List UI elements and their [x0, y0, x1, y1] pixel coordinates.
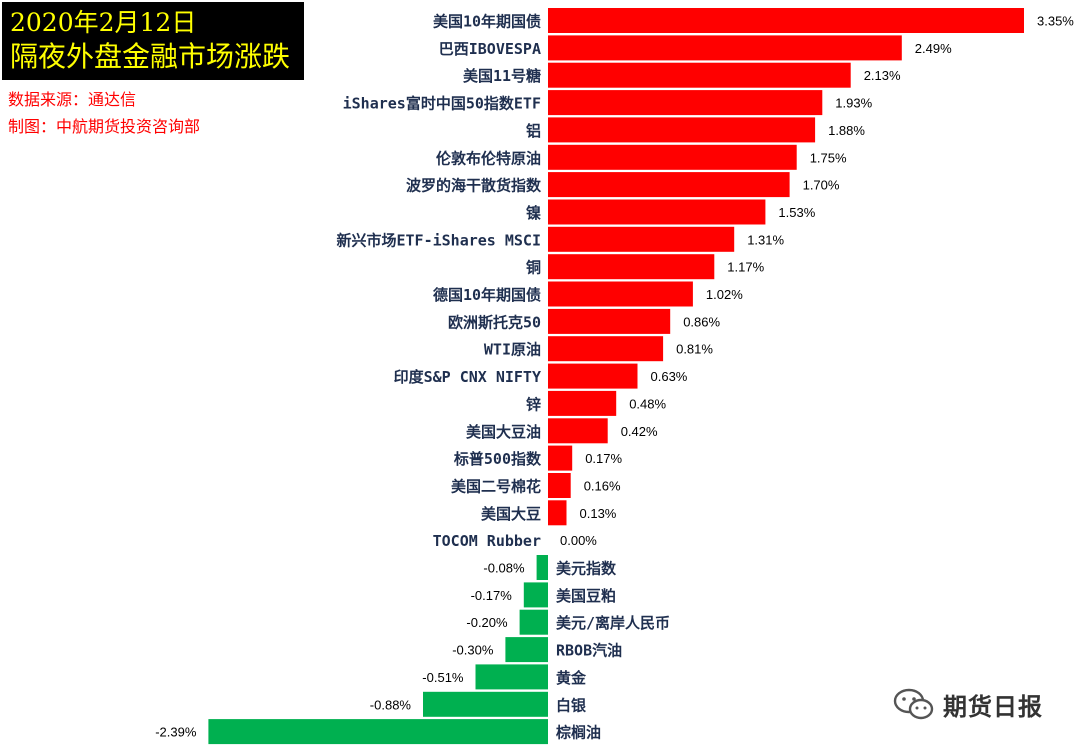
bar — [475, 664, 548, 690]
data-label: 1.17% — [727, 260, 764, 275]
data-label: -0.51% — [422, 670, 464, 685]
category-label: 美国10年期国债 — [433, 13, 541, 31]
data-label: 0.86% — [683, 314, 720, 329]
data-label: 0.48% — [629, 396, 666, 411]
category-label: 锌 — [526, 395, 541, 413]
category-label: iShares富时中国50指数ETF — [343, 95, 541, 113]
bar — [548, 172, 790, 198]
category-label: 波罗的海干散货指数 — [406, 177, 542, 195]
data-label: -0.30% — [452, 643, 494, 658]
category-label: 印度S&P CNX NIFTY — [394, 368, 541, 386]
bar — [548, 473, 571, 498]
category-label: 棕榈油 — [556, 724, 601, 742]
category-label: 美国大豆 — [481, 505, 541, 523]
data-source: 数据来源：通达信 — [8, 90, 137, 109]
category-label: 巴西IBOVESPA — [439, 40, 541, 58]
wechat-icon — [893, 688, 934, 720]
bar — [548, 336, 664, 362]
data-label: 1.93% — [835, 96, 872, 111]
data-label: 2.49% — [915, 41, 952, 56]
category-label: 美国二号棉花 — [451, 478, 541, 496]
data-label: 0.17% — [585, 451, 622, 466]
data-label: 0.13% — [580, 506, 617, 521]
category-label: 美元/离岸人民币 — [556, 614, 670, 632]
data-label: 1.02% — [706, 287, 743, 302]
data-label: -0.08% — [483, 561, 525, 576]
category-label: 白银 — [556, 696, 587, 714]
data-label: -2.39% — [155, 725, 197, 740]
category-label: 黄金 — [556, 669, 587, 687]
bar — [548, 390, 617, 416]
data-label: -0.88% — [370, 697, 412, 712]
category-label: 欧洲斯托克50 — [448, 313, 541, 331]
bar — [548, 90, 823, 116]
bar — [519, 609, 548, 635]
bar — [536, 555, 548, 580]
category-label: 铜 — [526, 259, 541, 277]
category-label: 美元指数 — [556, 560, 617, 578]
category-label: 新兴市场ETF-iShares MSCI — [337, 231, 542, 249]
title-box: 2020年2月12日 隔夜外盘金融市场涨跌 — [2, 2, 304, 80]
chart-maker: 制图：中航期货投资咨询部 — [8, 117, 201, 136]
bar — [548, 363, 638, 389]
bar — [548, 35, 902, 61]
data-label: 0.42% — [621, 424, 658, 439]
title-date: 2020年2月12日 — [10, 8, 197, 37]
category-label: 伦敦布伦特原油 — [436, 149, 541, 167]
data-label: 1.70% — [803, 178, 840, 193]
category-label: 美国大豆油 — [466, 423, 541, 441]
category-label: 美国豆粕 — [556, 587, 616, 605]
bar — [505, 637, 548, 663]
bar — [423, 691, 548, 717]
data-label: 1.75% — [810, 150, 847, 165]
bar — [548, 199, 766, 225]
data-label: -0.20% — [466, 615, 508, 630]
bar — [548, 144, 797, 170]
watermark-text: 期货日报 — [943, 692, 1043, 721]
category-label: RBOB汽油 — [556, 642, 622, 660]
bar — [548, 226, 735, 252]
bar — [548, 117, 816, 143]
category-label: TOCOM Rubber — [433, 532, 541, 550]
category-label: 美国11号糖 — [463, 67, 541, 85]
category-label: 镍 — [526, 204, 541, 222]
data-label: 1.31% — [747, 232, 784, 247]
bar — [548, 281, 693, 307]
bar — [548, 62, 851, 88]
data-label: 2.13% — [864, 68, 901, 83]
data-label: 0.00% — [560, 533, 597, 548]
watermark: 期货日报 — [893, 684, 1043, 724]
bar — [548, 308, 671, 334]
bar — [548, 500, 567, 526]
data-label: -0.17% — [471, 588, 513, 603]
category-label: WTI原油 — [484, 341, 541, 359]
data-label: 0.63% — [651, 369, 688, 384]
data-label: 0.81% — [676, 342, 713, 357]
bar — [548, 8, 1024, 33]
bar — [523, 582, 548, 608]
bar — [548, 418, 608, 444]
title-main: 隔夜外盘金融市场涨跌 — [10, 40, 291, 73]
data-label: 3.35% — [1037, 14, 1074, 29]
data-label: 1.88% — [828, 123, 865, 138]
data-label: 1.53% — [778, 205, 815, 220]
bar — [548, 254, 715, 280]
data-label: 0.16% — [584, 479, 621, 494]
category-label: 铝 — [526, 122, 541, 140]
category-label: 标普500指数 — [453, 450, 542, 468]
category-label: 德国10年期国债 — [433, 286, 541, 304]
bar — [208, 719, 548, 745]
bar — [548, 445, 573, 471]
